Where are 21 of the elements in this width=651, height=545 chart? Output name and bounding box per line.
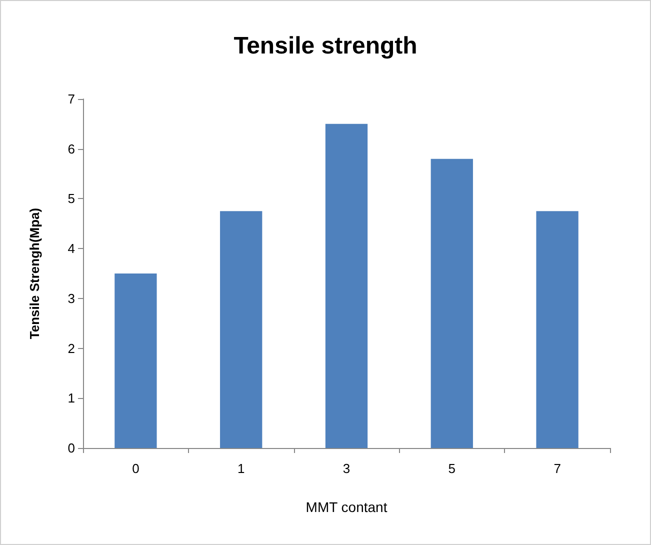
y-tick-label: 0 — [68, 440, 75, 456]
bar — [114, 274, 157, 448]
y-axis-title: Tensile Strengh(Mpa) — [27, 208, 42, 340]
x-tick-label: 0 — [132, 461, 140, 476]
y-tick-label: 4 — [68, 241, 75, 256]
x-tick-label: 1 — [237, 461, 245, 476]
bar — [536, 211, 578, 448]
y-tick-label: 6 — [68, 141, 75, 156]
y-tick-label: 5 — [68, 191, 75, 206]
x-tick-label: 3 — [342, 461, 350, 476]
y-tick-label: 2 — [68, 340, 75, 356]
x-tick-label: 5 — [448, 461, 456, 476]
x-tick-label: 7 — [554, 461, 561, 476]
bar — [430, 158, 473, 448]
bar — [325, 124, 368, 448]
y-tick-label: 1 — [68, 390, 75, 406]
x-axis-title: MMT contant — [306, 499, 388, 515]
y-tick-label: 7 — [68, 92, 75, 106]
y-tick-label: 3 — [68, 290, 75, 306]
chart-title: Tensile strength — [234, 32, 418, 60]
bar — [220, 211, 262, 448]
